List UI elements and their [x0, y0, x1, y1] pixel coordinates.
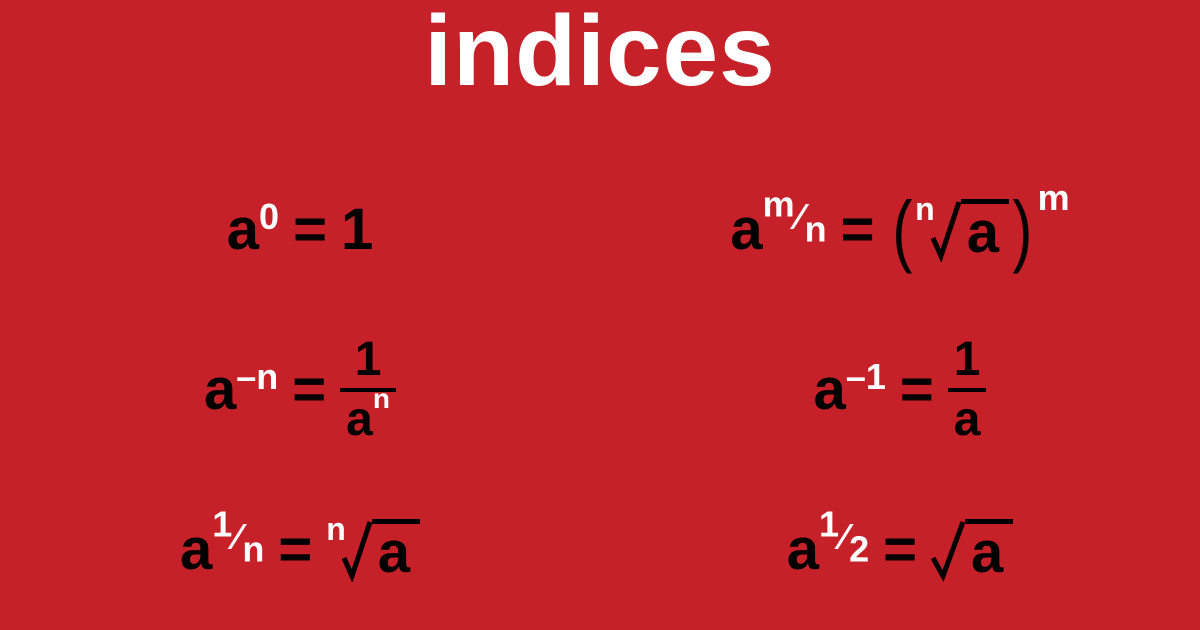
radicand: a: [965, 519, 1013, 582]
denominator: a: [948, 392, 987, 444]
exponent: –n: [236, 356, 278, 397]
page-title: indices: [0, 0, 1200, 109]
formula-neg-1: a–1 = 1 a: [600, 336, 1200, 444]
rhs: 1 a: [948, 336, 987, 444]
numerator: 1: [948, 336, 987, 388]
formula-one-over-n: a 1⁄n = n a: [0, 518, 600, 582]
nth-root: n a: [326, 518, 420, 582]
base: a–1: [814, 361, 886, 419]
fraction: 1 an: [340, 336, 396, 444]
base: a0: [227, 201, 279, 259]
radicand: a: [372, 519, 420, 582]
exponent: 1⁄n: [212, 519, 264, 555]
square-root: a: [931, 518, 1013, 582]
rhs: ( n a ) m: [889, 198, 1070, 262]
base: a 1⁄2: [787, 521, 869, 579]
formula-grid: a0 = 1 a m⁄n = ( n a ) m: [0, 150, 1200, 630]
root-degree: n: [915, 193, 935, 225]
formula-neg-n: a–n = 1 an: [0, 336, 600, 444]
nth-root: n a: [915, 198, 1009, 262]
fraction: 1 a: [948, 336, 987, 444]
exponent: 1⁄2: [819, 519, 869, 555]
open-paren: (: [892, 198, 912, 262]
rhs: a: [931, 518, 1013, 582]
equals: =: [900, 361, 934, 419]
root-degree: n: [326, 513, 346, 545]
equals: =: [293, 201, 327, 259]
base: a m⁄n: [730, 201, 826, 259]
exponent: m⁄n: [763, 199, 827, 235]
radicand: a: [961, 199, 1009, 262]
equals: =: [292, 361, 326, 419]
rhs: 1 an: [340, 336, 396, 444]
close-paren: ): [1012, 198, 1032, 262]
base: a 1⁄n: [180, 521, 264, 579]
exponent: –1: [846, 356, 886, 397]
exponent: 0: [259, 196, 279, 237]
equals: =: [278, 521, 312, 579]
equals: =: [841, 201, 875, 259]
outer-exponent: m: [1038, 180, 1070, 216]
formula-one-half: a 1⁄2 = a: [600, 518, 1200, 582]
rhs: 1: [341, 201, 373, 259]
formula-zero-power: a0 = 1: [0, 201, 600, 259]
denominator: an: [340, 392, 396, 444]
formula-mn-power: a m⁄n = ( n a ) m: [600, 198, 1200, 262]
numerator: 1: [349, 336, 388, 388]
rhs: n a: [326, 518, 420, 582]
equals: =: [883, 521, 917, 579]
base: a–n: [204, 361, 278, 419]
